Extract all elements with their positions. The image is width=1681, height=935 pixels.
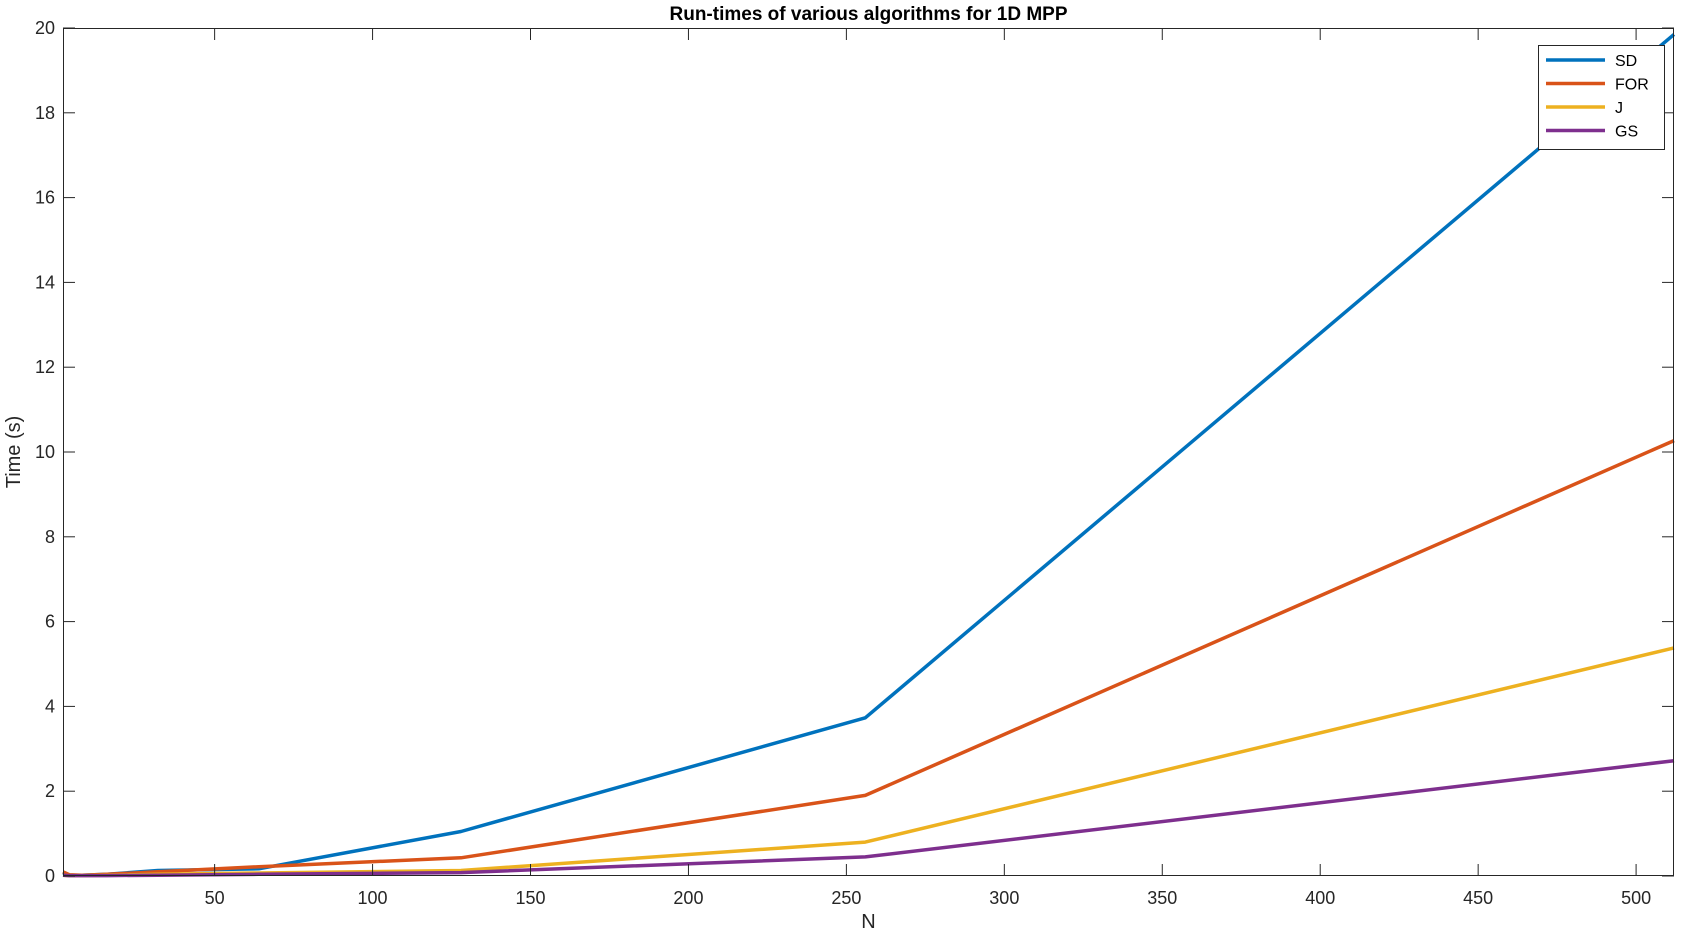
x-axis-label: N (861, 911, 875, 933)
x-tick-label: 200 (673, 888, 703, 908)
y-tick-label: 12 (35, 357, 55, 377)
y-tick-label: 10 (35, 442, 55, 462)
x-tick-label: 350 (1147, 888, 1177, 908)
x-tick-label: 250 (831, 888, 861, 908)
y-axis: 0 2 4 6 8 10 12 14 16 18 20 (35, 18, 1674, 886)
y-tick-label: 14 (35, 272, 55, 292)
legend-label-gs: GS (1615, 124, 1638, 141)
x-tick-label: 150 (515, 888, 545, 908)
x-tick-label: 50 (205, 888, 225, 908)
y-tick-label: 6 (45, 612, 55, 632)
x-tick-label: 400 (1305, 888, 1335, 908)
legend-label-j: J (1615, 100, 1623, 117)
x-tick-label: 500 (1621, 888, 1651, 908)
x-tick-label: 450 (1463, 888, 1493, 908)
y-tick-label: 18 (35, 103, 55, 123)
y-tick-label: 0 (45, 866, 55, 886)
y-tick-label: 20 (35, 18, 55, 38)
x-tick-label: 100 (358, 888, 388, 908)
plot-area (63, 28, 1674, 876)
y-tick-label: 16 (35, 188, 55, 208)
y-tick-label: 2 (45, 781, 55, 801)
y-tick-label: 8 (45, 527, 55, 547)
y-tick-label: 4 (45, 696, 55, 716)
legend-label-sd: SD (1615, 53, 1637, 70)
chart-title: Run-times of various algorithms for 1D M… (670, 4, 1068, 25)
x-axis: 50 100 150 200 250 300 350 400 450 500 (205, 28, 1651, 908)
legend-label-for: FOR (1615, 77, 1649, 94)
x-tick-label: 300 (989, 888, 1019, 908)
legend: SD FOR J GS (1538, 45, 1665, 150)
y-axis-label: Time (s) (3, 416, 25, 489)
